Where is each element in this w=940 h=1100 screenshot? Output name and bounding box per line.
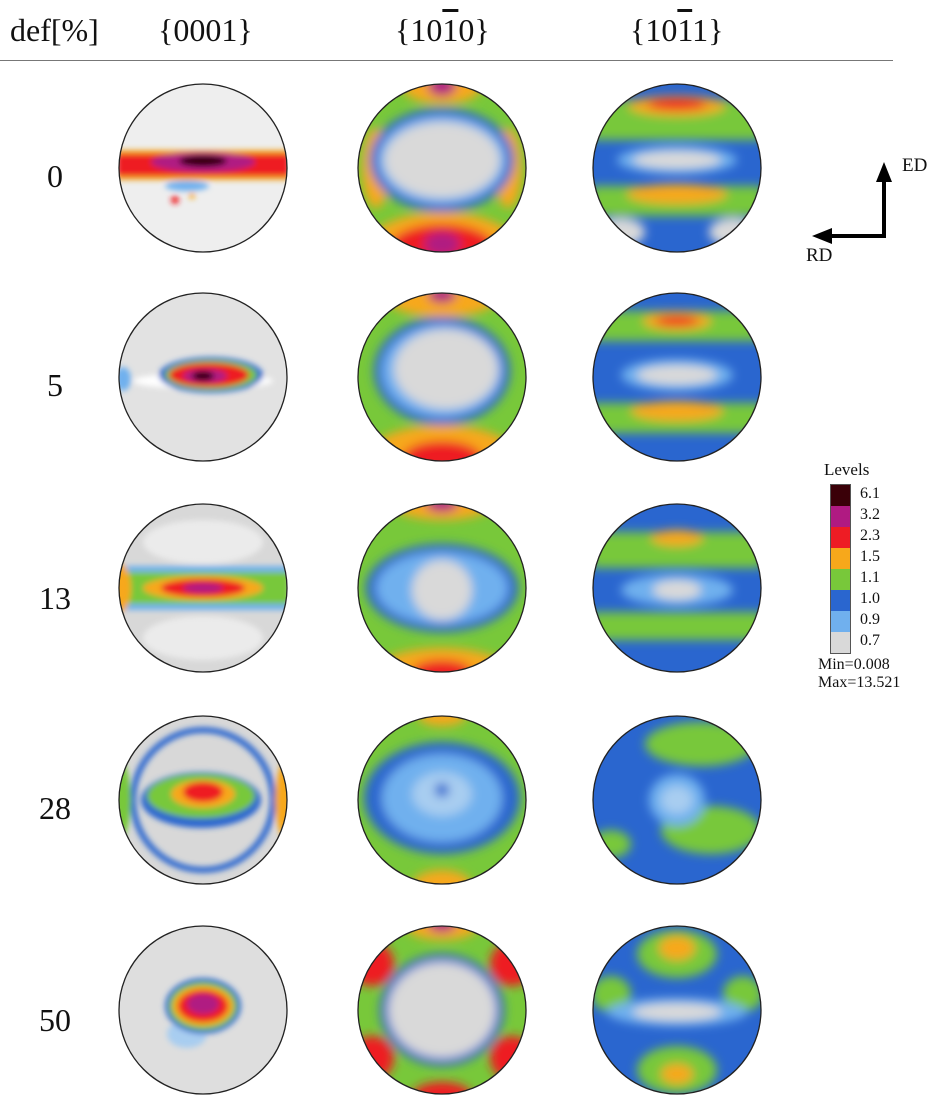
- prismatic-label-overbar: 1: [442, 12, 459, 48]
- legend-min: Min=0.008: [818, 656, 890, 673]
- rd-axis-label: RD: [806, 245, 833, 266]
- row-label-deformation: 13: [39, 580, 71, 616]
- pole-figure-10-10-def0: [356, 82, 528, 254]
- pole-figure-10-10-def13: [356, 502, 528, 674]
- legend-level-label: 1.5: [860, 548, 880, 565]
- column-header-basal: {0001}: [158, 12, 253, 48]
- legend-level-label: 2.3: [860, 527, 880, 544]
- legend-swatch: [831, 590, 850, 611]
- column-header-pyramidal: {1011}: [630, 10, 724, 50]
- axes-arrows-icon: [812, 162, 892, 244]
- pole-figure-10-11-def50: [591, 924, 763, 1096]
- legend-max: Max=13.521: [818, 674, 901, 691]
- prismatic-label-part: 0}: [458, 12, 490, 48]
- pole-figure-0001-def28: [117, 714, 289, 886]
- pole-figure-0001-def5: [117, 291, 289, 463]
- levels-legend: Levels 6.1 3.2 2.3 1.5 1.1 1.0 0.9 0.7 Min=0.00…: [818, 460, 938, 692]
- pole-figure-10-10-def28: [356, 714, 528, 886]
- prismatic-label-part: {10: [395, 12, 443, 48]
- pole-figure-10-10-def50: [356, 924, 528, 1096]
- legend-swatch: [831, 548, 850, 569]
- row-label-deformation: 28: [39, 790, 71, 826]
- legend-level-label: 0.9: [860, 611, 880, 628]
- pole-figure-10-11-def0: [591, 82, 763, 254]
- pole-figure-0001-def0: [117, 82, 289, 254]
- legend-swatch: [831, 485, 850, 506]
- legend-level-label: 0.7: [860, 632, 880, 649]
- pyramidal-label-overbar: 1: [677, 12, 693, 48]
- legend-swatch: [831, 611, 850, 632]
- pole-figure-10-10-def5: [356, 291, 528, 463]
- pole-figure-0001-def50: [117, 924, 289, 1096]
- legend-swatch: [831, 527, 850, 548]
- ed-axis-label: ED: [902, 155, 928, 176]
- legend-level-label: 3.2: [860, 506, 880, 523]
- pole-figure-10-11-def28: [591, 714, 763, 886]
- pyramidal-label-part: {10: [630, 12, 678, 48]
- sample-axes-indicator: ED RD: [806, 150, 936, 270]
- pyramidal-label-part: 1}: [692, 12, 724, 48]
- column-header-deformation: def[%]: [10, 12, 99, 48]
- pole-figure-10-11-def13: [591, 502, 763, 674]
- row-label-deformation: 50: [39, 1002, 71, 1038]
- legend-level-label: 1.1: [860, 569, 880, 586]
- row-label-deformation: 5: [47, 367, 63, 403]
- pole-figure-10-11-def5: [591, 291, 763, 463]
- legend-swatch: [831, 632, 850, 653]
- legend-swatch: [831, 506, 850, 527]
- pole-figure-0001-def13: [117, 502, 289, 674]
- legend-level-label: 6.1: [860, 485, 880, 502]
- legend-title: Levels: [824, 460, 870, 479]
- column-header-prismatic: {1010}: [395, 10, 490, 50]
- row-label-deformation: 0: [47, 158, 63, 194]
- legend-level-label: 1.0: [860, 590, 880, 607]
- header-divider: [0, 60, 893, 61]
- legend-color-bar: [830, 484, 851, 654]
- legend-swatch: [831, 569, 850, 590]
